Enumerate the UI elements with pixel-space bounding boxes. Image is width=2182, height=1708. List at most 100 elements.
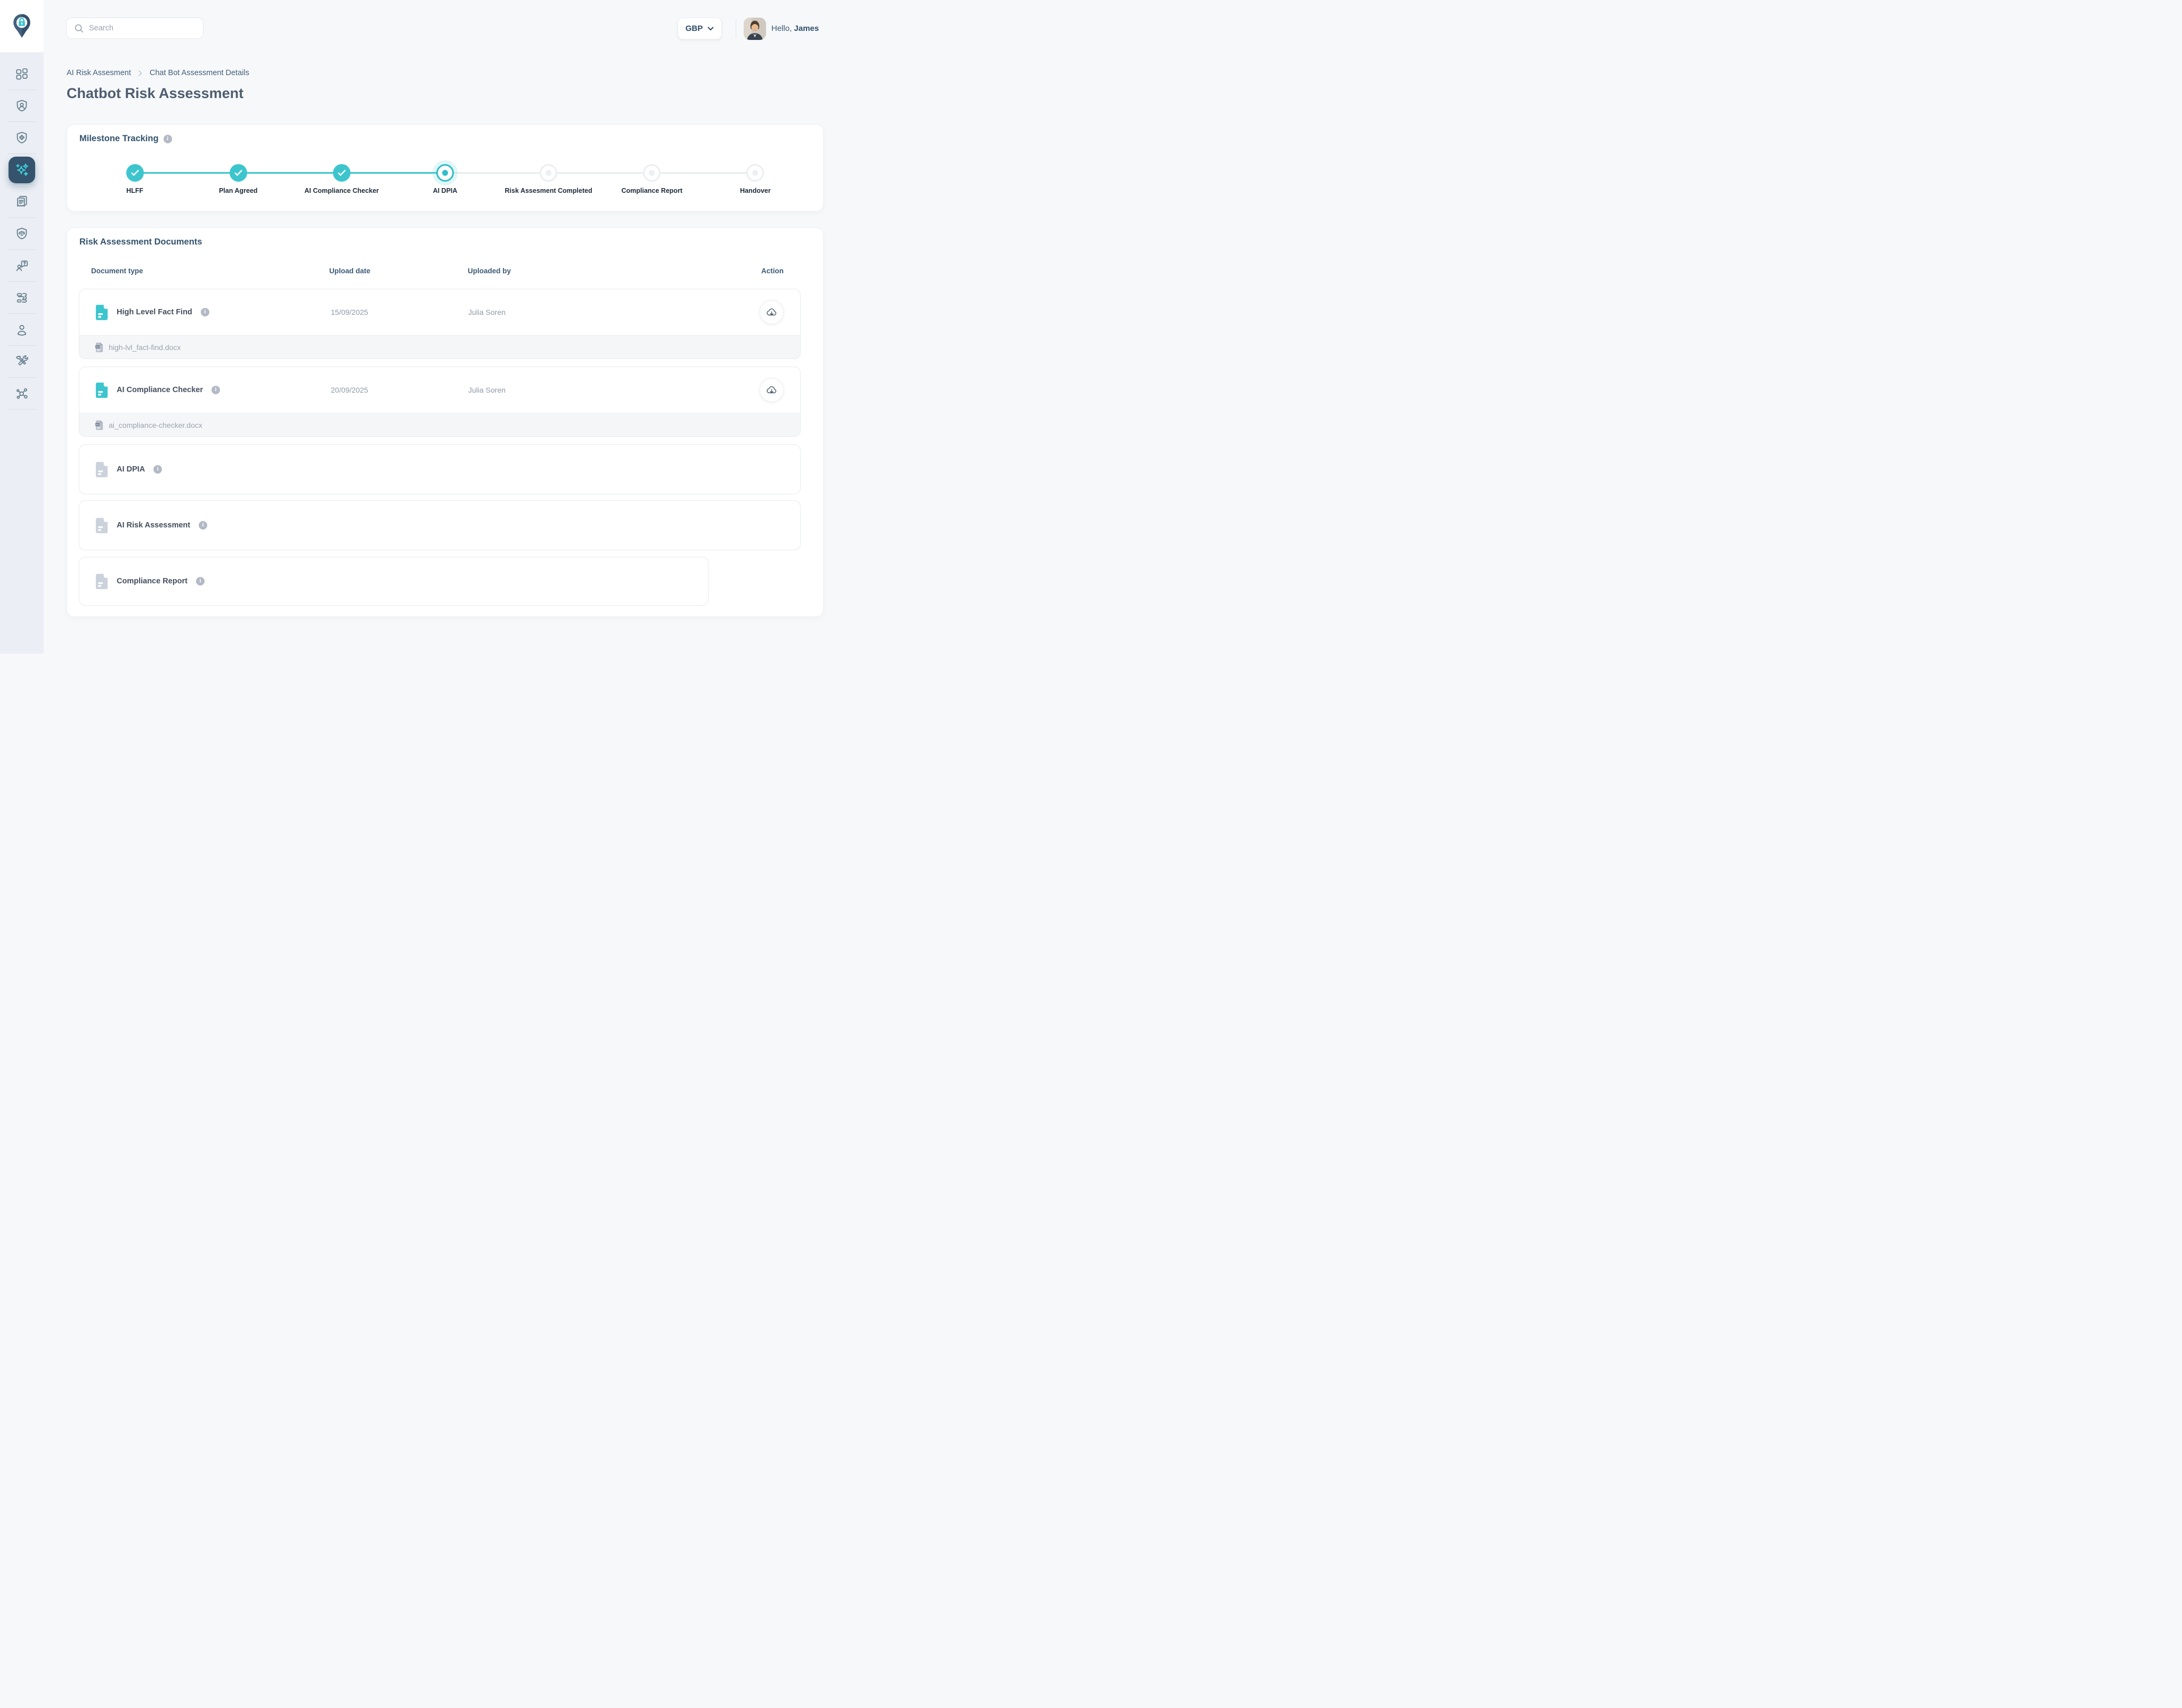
info-icon[interactable] [163, 134, 172, 143]
document-title: AI DPIA [117, 465, 145, 474]
page-title: Chatbot Risk Assessment [67, 85, 244, 101]
milestone-card-title: Milestone Tracking [79, 134, 172, 144]
col-document-type: Document type [91, 267, 143, 275]
info-icon[interactable] [211, 386, 220, 394]
uploaded-file-name[interactable]: ai_compliance-checker.docx [109, 420, 202, 429]
upload-date-value: 15/09/2025 [331, 308, 369, 316]
chevron-down-icon [707, 27, 714, 30]
sidebar-item-integrations[interactable] [0, 378, 44, 410]
uploaded-file-name[interactable]: high-lvl_fact-find.docx [109, 343, 181, 352]
milestone-step-ai-compliance-checker: AI Compliance Checker [290, 163, 393, 194]
download-button[interactable] [760, 378, 784, 402]
sidebar [0, 0, 44, 654]
sidebar-item-tools[interactable] [0, 346, 44, 378]
document-row-ai-risk-assessment: AI Risk Assessment [79, 500, 801, 550]
svg-text:DOC: DOC [95, 423, 100, 426]
document-icon-uploaded [95, 304, 108, 320]
sidebar-nav [0, 58, 44, 410]
info-icon[interactable] [196, 577, 205, 585]
documents-rows: High Level Fact Find 15/09/2025 Julia So… [79, 289, 801, 606]
milestone-step-compliance-report: Compliance Report [600, 163, 704, 194]
documents-card-title: Risk Assessment Documents [79, 237, 202, 247]
step-label: AI DPIA [433, 187, 458, 194]
tools-icon [16, 355, 28, 365]
documents-title-text: Risk Assessment Documents [79, 237, 202, 247]
doc-file-icon: DOC [95, 420, 103, 430]
col-uploaded-by: Uploaded by [468, 267, 511, 275]
cloud-download-icon [767, 386, 777, 394]
network-icon [16, 388, 28, 399]
info-icon[interactable] [200, 308, 209, 316]
document-row-ai-compliance-checker: AI Compliance Checker 20/09/2025 Julia S… [79, 367, 801, 437]
svg-text:DOC: DOC [95, 345, 100, 348]
milestone-tracking-card: Milestone Tracking HLFF Plan Agreed [67, 124, 824, 212]
step-label: Risk Assesment Completed [504, 187, 592, 194]
step-label: AI Compliance Checker [304, 187, 379, 194]
sidebar-item-support[interactable] [0, 250, 44, 282]
document-title: High Level Fact Find [117, 308, 192, 316]
risk-assessment-documents-card: Risk Assessment Documents Document type … [67, 227, 824, 617]
step-todo-icon [746, 164, 764, 182]
sidebar-item-records[interactable] [0, 282, 44, 314]
breadcrumb-item-parent[interactable]: AI Risk Assesment [67, 69, 131, 77]
sidebar-item-dashboard[interactable] [0, 58, 44, 90]
document-type-cell: High Level Fact Find [79, 304, 209, 321]
milestone-step-plan-agreed: Plan Agreed [186, 163, 290, 194]
step-todo-icon [643, 164, 661, 182]
document-type-cell: AI Compliance Checker [79, 382, 220, 398]
step-todo-icon [540, 164, 558, 182]
document-type-cell: Compliance Report [79, 573, 205, 590]
currency-selector[interactable]: GBP [678, 18, 722, 39]
document-type-cell: AI Risk Assessment [79, 517, 208, 534]
cloud-download-icon [767, 308, 777, 316]
lock-pin-logo-icon [13, 14, 30, 38]
search-input[interactable] [89, 24, 196, 32]
chevron-right-icon [139, 70, 142, 76]
documents-table-header: Document type Upload date Uploaded by Ac… [67, 267, 823, 278]
info-icon[interactable] [153, 465, 162, 474]
document-title: AI Compliance Checker [117, 386, 203, 394]
col-action: Action [761, 267, 784, 275]
document-row-ai-dpia: AI DPIA [79, 444, 801, 494]
sidebar-item-receipts[interactable] [0, 186, 44, 218]
sidebar-item-legal[interactable] [0, 218, 44, 250]
greeting-prefix: Hello, [771, 24, 792, 33]
document-title: AI Risk Assessment [117, 521, 191, 530]
milestone-step-handover: Handover [704, 163, 807, 194]
page: { "brand": { "logo": "lock-location-pin"… [0, 0, 835, 654]
receipts-icon [17, 196, 27, 207]
uploaded-file-bar: DOC high-lvl_fact-find.docx [79, 335, 800, 359]
document-type-cell: AI DPIA [79, 461, 162, 478]
document-icon-empty [95, 517, 108, 533]
step-done-icon [126, 164, 144, 182]
dashboard-grid-icon [16, 68, 28, 80]
shield-plus-icon [17, 132, 27, 144]
sidebar-item-shield-plus[interactable] [0, 122, 44, 154]
document-row-compliance-report: Compliance Report [79, 557, 709, 606]
document-title: Compliance Report [117, 577, 188, 585]
download-button[interactable] [760, 300, 784, 324]
greeting-username: James [794, 24, 819, 33]
user-avatar[interactable] [744, 18, 766, 40]
app-logo[interactable] [0, 0, 44, 52]
info-icon[interactable] [199, 521, 208, 530]
sidebar-item-profile[interactable] [0, 314, 44, 346]
user-icon [17, 324, 27, 336]
sidebar-item-ai-assessment[interactable] [0, 154, 44, 186]
step-label: Handover [740, 187, 771, 194]
step-label: Plan Agreed [218, 187, 258, 194]
active-nav-highlight [9, 157, 35, 183]
shield-user-icon [17, 100, 27, 112]
step-done-icon [229, 164, 247, 182]
search-icon [75, 24, 83, 32]
search-bar [66, 18, 203, 39]
avatar-photo [744, 18, 766, 40]
step-current-icon [436, 164, 454, 182]
step-label: HLFF [126, 187, 144, 194]
milestone-track: HLFF Plan Agreed AI Compliance Checker A… [83, 163, 807, 207]
shield-scales-icon [17, 227, 27, 240]
data-rows-icon [17, 293, 27, 303]
sidebar-item-shield-user[interactable] [0, 90, 44, 122]
user-question-icon [16, 260, 28, 271]
breadcrumb-item-current[interactable]: Chat Bot Assessment Details [149, 69, 249, 77]
